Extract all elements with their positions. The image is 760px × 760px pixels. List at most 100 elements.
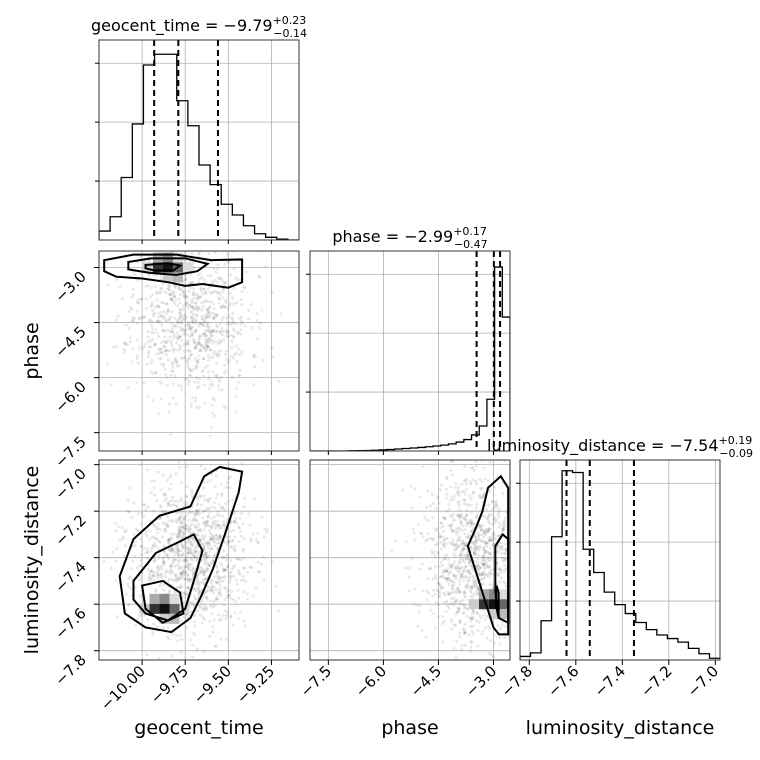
sample-point (200, 569, 204, 573)
sample-point (456, 457, 459, 460)
sample-point (178, 633, 182, 637)
sample-point (474, 506, 478, 510)
sample-point (526, 583, 529, 586)
sample-point (166, 515, 170, 519)
sample-point (445, 509, 449, 513)
sample-point (503, 516, 507, 520)
sample-point (482, 559, 486, 563)
sample-point (227, 329, 231, 333)
sample-point (181, 356, 185, 360)
sample-point (233, 611, 237, 615)
sample-point (179, 572, 183, 576)
title-sub-luminosity_distance: −0.09 (719, 447, 753, 460)
sample-point (127, 326, 131, 330)
sample-point (497, 515, 501, 519)
sample-point (453, 543, 457, 547)
xtick-label-geocent_time-2: −9.50 (190, 662, 235, 707)
sample-point (536, 500, 539, 503)
sample-point (218, 537, 222, 541)
sample-point (167, 287, 171, 291)
sample-point (122, 341, 126, 345)
sample-point (437, 565, 441, 569)
sample-point (214, 524, 218, 528)
ytick-label-luminosity_distance-0: −7.8 (51, 651, 89, 689)
sample-point (522, 593, 525, 596)
sample-point (498, 566, 502, 570)
sample-point (222, 281, 226, 285)
sample-point (244, 579, 248, 583)
sample-point (482, 514, 486, 518)
sample-point (168, 288, 172, 292)
sample-point (197, 591, 201, 595)
sample-point (156, 574, 160, 578)
sample-point (447, 507, 451, 511)
sample-point (194, 518, 198, 522)
sample-point (193, 624, 197, 628)
sample-point (459, 553, 463, 557)
sample-point (265, 530, 269, 534)
sample-point (212, 540, 216, 544)
sample-point (169, 503, 173, 507)
sample-point (159, 528, 163, 532)
sample-point (456, 526, 460, 530)
sample-point (480, 528, 484, 532)
sample-point (480, 558, 484, 562)
sample-point (481, 494, 485, 498)
sample-point (198, 406, 202, 410)
sample-point (431, 594, 435, 598)
sample-point (193, 341, 197, 345)
sample-point (233, 509, 237, 513)
sample-point (232, 334, 236, 338)
sample-point (208, 561, 212, 565)
sample-point (539, 484, 542, 487)
sample-point (477, 534, 481, 538)
sample-point (447, 502, 451, 506)
sample-point (464, 535, 468, 539)
sample-point (214, 270, 218, 274)
sample-point (243, 454, 246, 457)
sample-point (171, 520, 175, 524)
sample-point (453, 559, 457, 563)
sample-point (447, 606, 451, 610)
sample-point (433, 565, 437, 569)
sample-point (190, 562, 194, 566)
sample-point (144, 297, 148, 301)
sample-point (167, 410, 171, 414)
sample-point (191, 655, 195, 659)
sample-point (206, 480, 210, 484)
sample-point (177, 549, 181, 553)
sample-point (178, 519, 182, 523)
sample-point (217, 301, 221, 305)
sample-point (212, 585, 216, 589)
sample-point (182, 525, 186, 529)
contour-2 (494, 585, 500, 619)
sample-point (217, 296, 221, 300)
sample-point (131, 293, 135, 297)
sample-point (474, 464, 478, 468)
sample-point (185, 540, 189, 544)
sample-point (453, 486, 457, 490)
sample-point (127, 603, 131, 607)
sample-point (137, 301, 141, 305)
density-cell-2 (498, 599, 509, 610)
sample-point (190, 493, 194, 497)
sample-point (237, 557, 241, 561)
sample-point (195, 405, 199, 409)
sample-point (172, 295, 176, 299)
sample-point (149, 491, 153, 495)
sample-point (257, 241, 260, 244)
sample-point (207, 370, 211, 374)
sample-point (211, 559, 215, 563)
sample-point (422, 515, 426, 519)
sample-point (487, 565, 491, 569)
sample-point (187, 342, 191, 346)
sample-point (492, 521, 496, 525)
sample-point (223, 569, 227, 573)
sample-point (202, 334, 206, 338)
sample-point (186, 539, 190, 543)
sample-point (164, 522, 168, 526)
sample-point (466, 521, 470, 525)
sample-point (196, 297, 200, 301)
sample-point (212, 600, 216, 604)
sample-point (169, 315, 173, 319)
